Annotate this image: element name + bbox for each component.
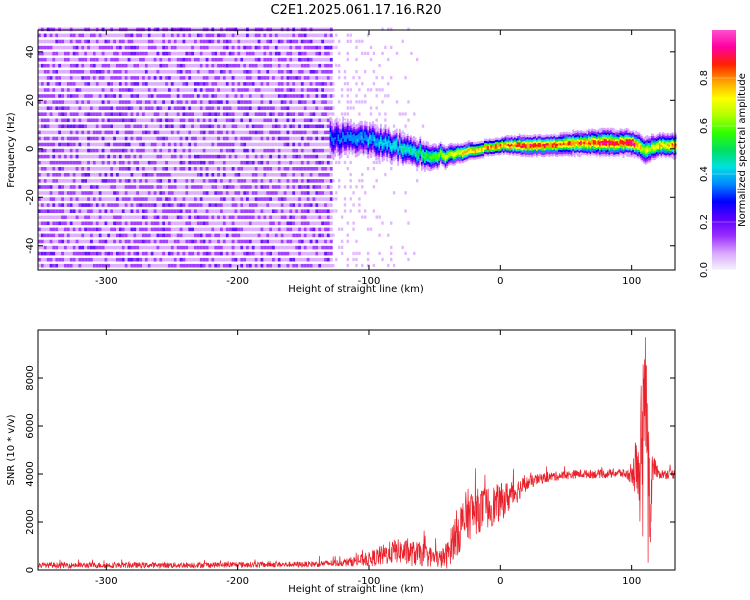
snr-y-tick-label: 8000 [25, 365, 36, 390]
snr-series-line [37, 337, 676, 570]
spectrogram-x-tick-label: 0 [497, 276, 503, 287]
spectrogram-x-tick-label: -300 [95, 276, 118, 287]
colorbar-ticks: 0.0 0.2 0.4 0.6 0.8 [699, 70, 736, 278]
snr-x-tick-label: 100 [622, 576, 641, 587]
spectrogram-x-tick-label: -100 [358, 276, 381, 287]
snr-frame [37, 329, 676, 571]
snr-x-ticks: -300 -200 -100 0 100 [95, 330, 641, 587]
colorbar-tick-label: 0.4 [699, 166, 710, 182]
colorbar-tick-label: 0.6 [699, 118, 710, 134]
spectrogram-y-ticks: -40 -20 0 20 40 [25, 45, 675, 254]
spectrogram-x-label: Height of straight line (km) [288, 284, 424, 295]
colorbar-gradient [712, 30, 736, 270]
snr-x-tick-label: -300 [95, 576, 118, 587]
snr-y-label: SNR (10 * v/v) [6, 414, 17, 485]
snr-x-tick-label: 0 [497, 576, 503, 587]
colorbar-tick-label: 0.2 [699, 214, 710, 230]
snr-x-label: Height of straight line (km) [288, 584, 424, 595]
colorbar: 0.0 0.2 0.4 0.6 0.8 Normalized spectral ampl… [699, 30, 748, 278]
figure-title: C2E1.2025.061.17.16.R20 [270, 3, 441, 18]
snr-x-tick-label: -200 [226, 576, 249, 587]
snr-y-tick-label: 2000 [25, 509, 36, 534]
snr-x-tick-label: -100 [358, 576, 381, 587]
spectrogram-y-tick-label: 20 [25, 94, 36, 107]
spectrogram-heatmap [38, 27, 677, 270]
spectrogram-x-ticks: -300 -200 -100 0 100 [95, 30, 641, 287]
spectrogram-x-tick-label: -200 [226, 276, 249, 287]
spectrogram-y-tick-label: -20 [25, 189, 36, 205]
snr-y-tick-label: 4000 [25, 461, 36, 486]
snr-y-ticks: 0 2000 4000 6000 8000 [25, 365, 675, 573]
snr-y-tick-label: 6000 [25, 413, 36, 438]
snr-y-tick-label: 0 [25, 567, 36, 573]
spectrogram-y-tick-label: 40 [25, 45, 36, 58]
spectrogram-y-tick-label: 0 [25, 146, 36, 152]
spectrogram-frame [37, 29, 676, 271]
colorbar-tick-label: 0.0 [699, 262, 710, 278]
colorbar-tick-label: 0.8 [699, 70, 710, 86]
spectrogram-y-tick-label: -40 [25, 238, 36, 254]
spectrogram-y-label: Frequency (Hz) [6, 112, 17, 188]
spectrogram-x-tick-label: 100 [622, 276, 641, 287]
colorbar-label: Normalized spectral amplitude [737, 73, 748, 227]
